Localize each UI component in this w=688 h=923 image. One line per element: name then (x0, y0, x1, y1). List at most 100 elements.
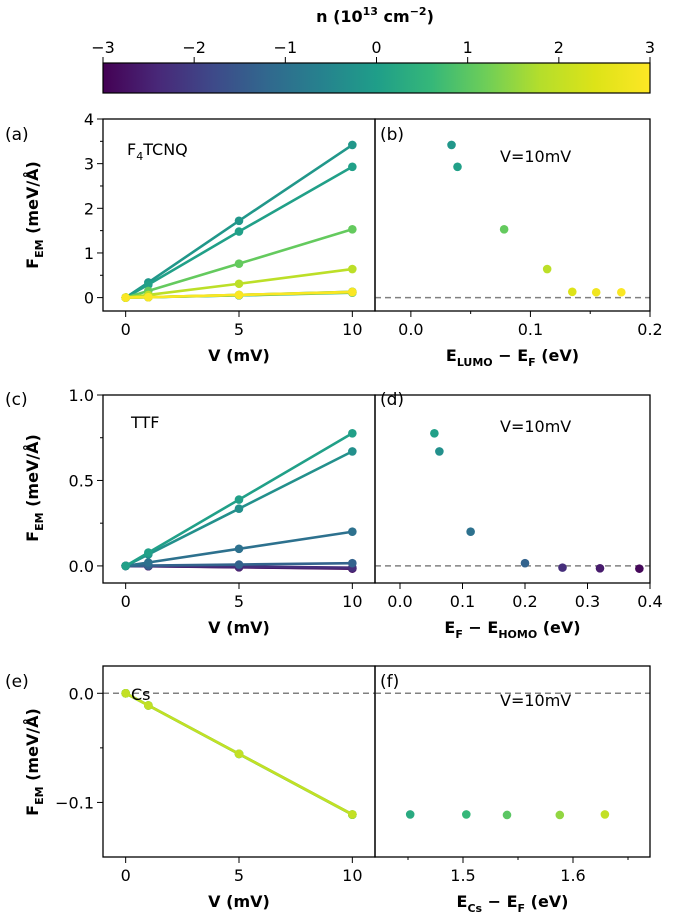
x-axis-label: ECs − EF (eV) (457, 892, 569, 915)
annotation-sub: 4 (136, 150, 143, 163)
series-line (125, 530, 353, 568)
data-point (348, 162, 357, 172)
ylabel-row-3: FEM (meV/Å) (23, 708, 46, 816)
annotation-main: F (127, 140, 136, 159)
x-tick-label: 1.5 (450, 866, 475, 885)
data-point (144, 280, 153, 289)
data-point (595, 564, 605, 573)
x-tick-label: 0.4 (637, 592, 662, 611)
data-point (348, 527, 357, 537)
panel-c: 0 5 10 0.0 0.5 1.0 V (mV) (c) TTF (5, 386, 376, 637)
x-tick-label: 10 (342, 320, 362, 339)
data-point (520, 558, 530, 568)
colorbar-tick-label: −2 (182, 38, 206, 57)
data-point (591, 287, 601, 297)
series-line (125, 228, 353, 299)
colorbar-ticks: −3 −2 −1 0 1 2 3 (91, 38, 655, 63)
panel-letter: (b) (380, 125, 404, 145)
colorbar-gradient (102, 62, 651, 94)
data-point (542, 264, 552, 274)
panel-annotation: V=10mV (500, 691, 571, 710)
x-label-rest2: (eV) (537, 618, 580, 637)
x-label-sub2: HOMO (498, 628, 537, 641)
y-tick-label: 0.0 (69, 684, 94, 703)
ylabel-row-2: FEM (meV/Å) (23, 434, 46, 542)
x-tick-label: 0.0 (398, 320, 423, 339)
colorbar-tick-label: 2 (554, 38, 564, 57)
x-label-sub: F (455, 628, 463, 641)
x-tick-label: 0.3 (575, 592, 600, 611)
annotation-main: V=10mV (500, 417, 571, 436)
y-tick-label: 4 (84, 110, 94, 129)
annotation-main: Cs (131, 685, 151, 704)
x-tick-label: 5 (234, 320, 244, 339)
data-point (600, 810, 610, 819)
x-label-main: V (mV) (208, 346, 270, 365)
axes-frame (374, 118, 651, 312)
data-point (121, 293, 130, 302)
series-line (125, 692, 353, 816)
colorbar-tick-label: −1 (274, 38, 298, 57)
colorbar-tick-label: 3 (645, 38, 655, 57)
data-point (234, 495, 244, 504)
y-tick-label: 2 (84, 199, 94, 218)
panel-e: 0 5 10 0.0 −0.1 V (mV) (e) Cs (5, 665, 376, 911)
x-tick-label: 5 (234, 866, 244, 885)
data-point (348, 447, 357, 456)
x-tick-label: 0.2 (512, 592, 537, 611)
panel-letter: (e) (5, 672, 29, 692)
x-label-main: E (444, 618, 455, 637)
panel-annotation: Cs (131, 685, 151, 704)
annotation-main: TTF (130, 413, 159, 432)
data-point (144, 292, 153, 302)
data-point (567, 287, 577, 297)
x-label-sub2: F (528, 356, 536, 369)
data-point (447, 140, 456, 150)
data-point (502, 810, 512, 820)
data-point (144, 548, 153, 557)
x-tick-label: 0 (121, 592, 131, 611)
colorbar-label: n (1013 cm−2) (316, 5, 434, 26)
y-tick-label: 1.0 (69, 386, 94, 405)
y-tick-label: −0.1 (55, 793, 94, 812)
y-tick-label: 0.5 (69, 471, 94, 490)
panel-f: 1.5 1.6 ECs − EF (eV) (f) V=10mV (374, 665, 651, 915)
data-point (144, 701, 153, 710)
x-tick-label: 0 (121, 320, 131, 339)
data-point (234, 279, 244, 289)
y-tick-label: 1 (84, 244, 94, 263)
data-point (348, 264, 357, 274)
data-point (348, 810, 357, 819)
ylabel-row-1: FEM (meV/Å) (23, 161, 46, 269)
data-point (348, 428, 357, 438)
colorbar-tick-label: 1 (463, 38, 473, 57)
x-label-main: E (446, 346, 457, 365)
series-line (125, 561, 353, 568)
x-tick-label: 0.1 (450, 592, 475, 611)
x-label-sub: Cs (467, 902, 482, 915)
data-point (430, 428, 439, 438)
x-label-sub: LUMO (457, 356, 493, 369)
data-point (234, 544, 244, 554)
x-tick-label: 10 (342, 866, 362, 885)
x-label-rest2: (eV) (536, 346, 579, 365)
axes-frame (374, 665, 651, 858)
panel-letter: (a) (5, 125, 29, 145)
x-label-main: V (mV) (208, 892, 270, 911)
y-tick-label: 0.0 (69, 557, 94, 576)
panel-d: 0.0 0.1 0.2 0.3 0.4 EF − EHOMO (eV) (d) V=10mV (374, 390, 663, 641)
x-axis-label: V (mV) (208, 892, 270, 911)
data-point (348, 140, 357, 150)
colorbar-tick-label: −3 (91, 38, 115, 57)
data-point (348, 558, 357, 568)
data-point (234, 216, 244, 226)
y-tick-label: 3 (84, 155, 94, 174)
x-tick-label: 0.0 (387, 592, 412, 611)
data-point (234, 560, 244, 569)
x-tick-label: 0.2 (637, 320, 662, 339)
panel-annotation: V=10mV (500, 417, 571, 436)
x-label-sub2: F (518, 902, 526, 915)
